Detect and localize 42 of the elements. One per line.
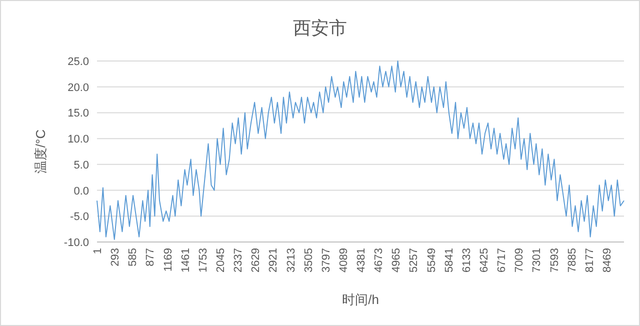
x-tick-label: 1169 xyxy=(162,248,174,272)
x-tick-label: 7885 xyxy=(566,248,578,272)
y-tick-label: -5.0 xyxy=(70,211,89,224)
y-tick-label: 0.0 xyxy=(74,185,89,198)
x-tick-label: 2629 xyxy=(250,248,262,272)
x-tick-label: 5549 xyxy=(426,248,438,272)
x-tick-label: 3213 xyxy=(285,248,298,272)
x-tick-label: 7593 xyxy=(548,248,561,272)
x-tick-label: 1461 xyxy=(180,248,192,272)
x-tick-label: 1753 xyxy=(197,248,210,272)
x-tick-label: 6425 xyxy=(478,248,491,272)
x-tick-label: 877 xyxy=(144,248,157,266)
x-tick-label: 585 xyxy=(127,248,140,266)
x-tick-label: 3505 xyxy=(302,248,315,272)
x-tick-label: 2921 xyxy=(268,248,280,272)
x-tick-label: 293 xyxy=(110,248,122,266)
x-tick-label: 8177 xyxy=(584,248,596,272)
chart-title: 西安市 xyxy=(293,18,347,38)
x-tick-label: 7009 xyxy=(514,248,526,272)
x-tick-label: 4673 xyxy=(373,248,386,272)
y-axis-title: 温度/°C xyxy=(33,129,48,174)
y-tick-label: 25.0 xyxy=(68,56,89,68)
x-tick-label: 4965 xyxy=(390,248,403,272)
x-tick-label: 4381 xyxy=(356,248,368,272)
y-tick-label: 20.0 xyxy=(68,82,89,94)
x-tick-label: 3797 xyxy=(320,248,332,272)
x-tick-label: 2337 xyxy=(232,248,245,272)
x-tick-label: 1 xyxy=(92,248,104,254)
line-series xyxy=(96,60,624,240)
y-tick-label: 5.0 xyxy=(74,159,89,172)
x-tick-label: 4089 xyxy=(338,248,350,272)
x-tick-label: 6717 xyxy=(496,248,508,272)
x-tick-label: 5257 xyxy=(408,248,420,272)
y-tick-label: 10.0 xyxy=(68,134,89,146)
x-tick-label: 8469 xyxy=(601,248,614,272)
x-tick-label: 6133 xyxy=(460,248,473,272)
y-tick-label: 15.0 xyxy=(68,108,89,120)
x-axis-title: 时间/h xyxy=(342,292,379,307)
x-tick-label: 2045 xyxy=(214,248,227,272)
x-tick-label: 7301 xyxy=(531,248,544,272)
y-tick-label: -10.0 xyxy=(64,237,89,249)
x-tick-label: 5841 xyxy=(443,248,456,272)
